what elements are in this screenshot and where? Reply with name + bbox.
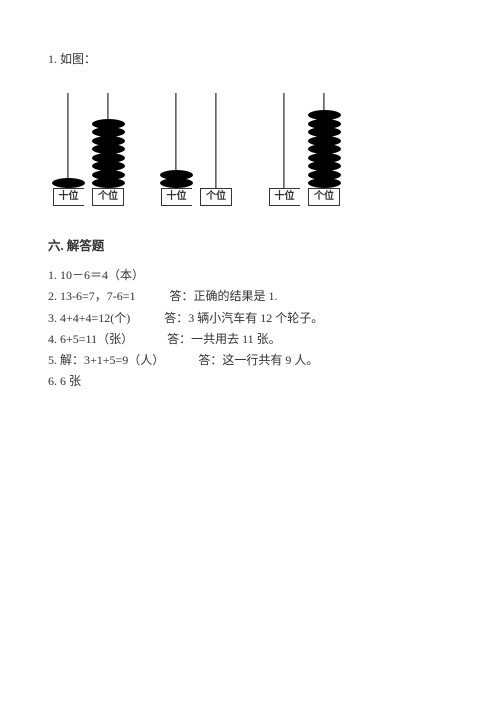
answer-left: 解：3+1+5=9（人） <box>60 353 164 367</box>
abacus-column-label: 十位 <box>53 188 84 206</box>
abacus-column-label: 十位 <box>269 188 300 206</box>
answer-line: 1. 10－6＝4（本） <box>48 266 452 285</box>
abacus-rod <box>48 93 88 188</box>
section-title: 六. 解答题 <box>48 236 452 256</box>
answer-left: 10－6＝4（本） <box>60 268 144 282</box>
abacus-bead <box>308 178 341 188</box>
answer-left: 13-6=7，7-6=1 <box>60 289 136 303</box>
abacus-column-label: 个位 <box>200 188 232 206</box>
answer-number: 2. <box>48 289 60 303</box>
answer-number: 3. <box>48 311 60 325</box>
abacus-column-label: 个位 <box>92 188 124 206</box>
answer-right: 答：一共用去 11 张。 <box>167 332 281 346</box>
answer-line: 4. 6+5=11（张） 答：一共用去 11 张。 <box>48 330 452 349</box>
abacus-column: 个位 <box>304 93 344 206</box>
abacus-bead <box>92 178 125 188</box>
abacus-rod <box>88 93 128 188</box>
abacus-rod <box>196 93 236 188</box>
abacus-2: 十位个位 <box>264 93 344 206</box>
abacus-rod <box>304 93 344 188</box>
abacus-column: 个位 <box>196 93 236 206</box>
answer-line: 5. 解：3+1+5=9（人） 答：这一行共有 9 人。 <box>48 351 452 370</box>
answer-line: 3. 4+4+4=12(个) 答：3 辆小汽车有 12 个轮子。 <box>48 309 452 328</box>
abacus-column-label: 十位 <box>161 188 192 206</box>
answer-right: 答：这一行共有 9 人。 <box>198 353 318 367</box>
answers-block: 1. 10－6＝4（本）2. 13-6=7，7-6=1答：正确的结果是 1.3.… <box>48 266 452 391</box>
answer-left: 6+5=11（张） <box>60 332 133 346</box>
abacus-row: 十位个位十位个位十位个位 <box>48 93 452 206</box>
abacus-1: 十位个位 <box>156 93 236 206</box>
answer-number: 1. <box>48 268 60 282</box>
abacus-column: 十位 <box>264 93 304 206</box>
abacus-column: 十位 <box>48 93 88 206</box>
answer-left: 4+4+4=12(个) <box>60 311 130 325</box>
answer-number: 6. <box>48 374 60 388</box>
answer-number: 4. <box>48 332 60 346</box>
answer-number: 5. <box>48 353 60 367</box>
abacus-column-label: 个位 <box>308 188 340 206</box>
abacus-rod <box>156 93 196 188</box>
intro-text: 1. 如图： <box>48 50 452 69</box>
answer-right: 答：正确的结果是 1. <box>170 289 278 303</box>
answer-left: 6 张 <box>60 374 81 388</box>
abacus-bead <box>52 178 85 188</box>
abacus-column: 个位 <box>88 93 128 206</box>
abacus-0: 十位个位 <box>48 93 128 206</box>
abacus-column: 十位 <box>156 93 196 206</box>
abacus-bead <box>160 178 193 188</box>
answer-right: 答：3 辆小汽车有 12 个轮子。 <box>164 311 323 325</box>
answer-line: 2. 13-6=7，7-6=1 答：正确的结果是 1. <box>48 287 452 306</box>
abacus-rod <box>264 93 304 188</box>
answer-line: 6. 6 张 <box>48 372 452 391</box>
